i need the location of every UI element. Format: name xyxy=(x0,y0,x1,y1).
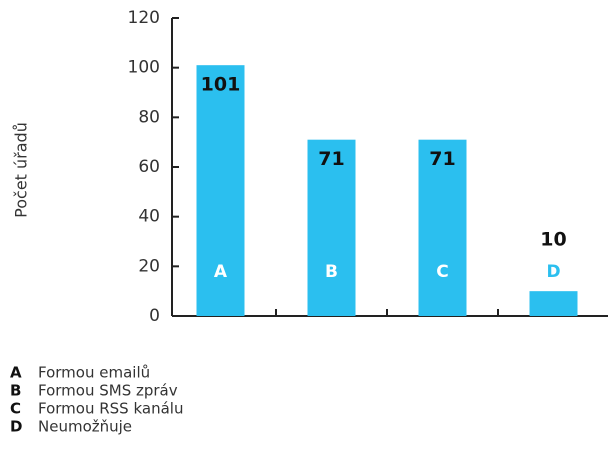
value-label: 71 xyxy=(429,148,455,170)
bar xyxy=(529,291,578,316)
value-label: 71 xyxy=(318,148,344,170)
bar xyxy=(307,139,356,316)
legend-text: Formou SMS zpráv xyxy=(38,382,178,400)
category-label: D xyxy=(546,262,560,282)
category-label: C xyxy=(436,262,448,282)
legend-key: C xyxy=(10,400,21,418)
legend-key: B xyxy=(10,382,21,400)
legend-key: D xyxy=(10,418,22,436)
y-tick-label: 80 xyxy=(138,107,160,127)
y-tick-label: 20 xyxy=(138,256,160,276)
y-tick-label: 0 xyxy=(149,306,160,326)
value-label: 101 xyxy=(201,74,241,96)
legend-text: Formou RSS kanálu xyxy=(38,400,183,418)
y-tick-label: 120 xyxy=(128,8,160,28)
category-label: A xyxy=(214,262,228,282)
y-axis-label: Počet úřadů xyxy=(12,122,31,218)
y-tick-label: 60 xyxy=(138,157,160,177)
bar xyxy=(418,139,467,316)
category-label: B xyxy=(325,262,338,282)
legend-key: A xyxy=(10,364,22,382)
bar xyxy=(196,65,245,316)
legend-text: Neumožňuje xyxy=(38,418,132,436)
y-tick-label: 40 xyxy=(138,207,160,227)
legend-text: Formou emailů xyxy=(38,364,150,382)
y-tick-label: 100 xyxy=(128,58,160,78)
value-label: 10 xyxy=(540,229,566,251)
